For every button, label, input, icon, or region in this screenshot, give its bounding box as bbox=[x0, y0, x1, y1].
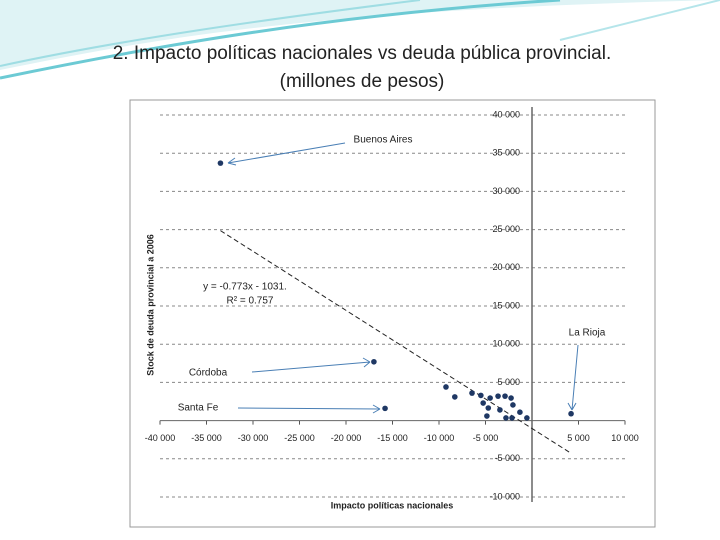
point bbox=[503, 415, 509, 421]
x-tick-label: -25 000 bbox=[284, 433, 315, 443]
point bbox=[478, 392, 484, 399]
point bbox=[217, 160, 224, 166]
point bbox=[568, 410, 574, 417]
x-axis-label: Impacto políticas nacionales bbox=[331, 500, 454, 510]
trend-equation: y = -0.773x - 1031. bbox=[203, 282, 287, 293]
arrows bbox=[227, 142, 579, 414]
point bbox=[443, 384, 449, 390]
point bbox=[495, 393, 501, 399]
x-tick-label: -40 000 bbox=[145, 433, 176, 443]
point bbox=[524, 415, 530, 421]
y-tick-label: 15 000 bbox=[492, 300, 520, 310]
x-tick-label: -15 000 bbox=[377, 433, 408, 443]
point bbox=[480, 400, 486, 406]
plot: -10 000 -5 000 5 000 10 000 15 000 20 000 25 0… bbox=[145, 107, 639, 502]
point bbox=[502, 393, 508, 399]
x-tick-label: -20 000 bbox=[331, 433, 362, 443]
y-axis-label: Stock de deuda provincial a 2006 bbox=[145, 234, 155, 376]
point bbox=[485, 405, 492, 411]
point bbox=[517, 409, 523, 415]
annotation: Buenos Aires bbox=[354, 135, 413, 146]
annotation: La Rioja bbox=[569, 328, 606, 339]
title: 2. Impacto políticas nacionales vs deuda… bbox=[113, 43, 612, 64]
y-tick-label: 35 000 bbox=[492, 148, 520, 158]
trend-r2: R² = 0.757 bbox=[227, 296, 274, 307]
point bbox=[508, 395, 514, 401]
y-tick-label: 30 000 bbox=[492, 186, 520, 196]
y-tick-label: -5 000 bbox=[494, 453, 520, 463]
y-tick-label: 40 000 bbox=[492, 109, 520, 119]
x-tick-label: 5 000 bbox=[567, 433, 590, 443]
y-tick-label: -10 000 bbox=[489, 491, 520, 501]
point bbox=[484, 413, 490, 419]
x-tick-label: -30 000 bbox=[238, 433, 269, 443]
y-tick-label: 25 000 bbox=[492, 224, 520, 234]
x-tick-label: 10 000 bbox=[611, 433, 639, 443]
point bbox=[509, 415, 515, 421]
annotation: Santa Fe bbox=[178, 403, 219, 414]
point bbox=[497, 407, 503, 413]
chart-frame bbox=[129, 99, 656, 528]
annotation: Córdoba bbox=[189, 368, 228, 379]
point bbox=[382, 405, 388, 412]
x-tick-label: -35 000 bbox=[191, 433, 222, 443]
x-tick-label: -10 000 bbox=[424, 433, 455, 443]
point bbox=[510, 402, 516, 408]
point bbox=[371, 358, 377, 365]
decoration bbox=[0, 0, 720, 80]
y-tick-label: 10 000 bbox=[492, 339, 520, 349]
point bbox=[487, 395, 493, 401]
subtitle: (millones de pesos) bbox=[280, 71, 445, 92]
x-tick-label: -5 000 bbox=[473, 433, 499, 443]
y-tick-label: 5 000 bbox=[497, 377, 520, 387]
y-tick-label: 20 000 bbox=[492, 262, 520, 272]
point bbox=[452, 394, 458, 400]
point bbox=[469, 390, 475, 396]
